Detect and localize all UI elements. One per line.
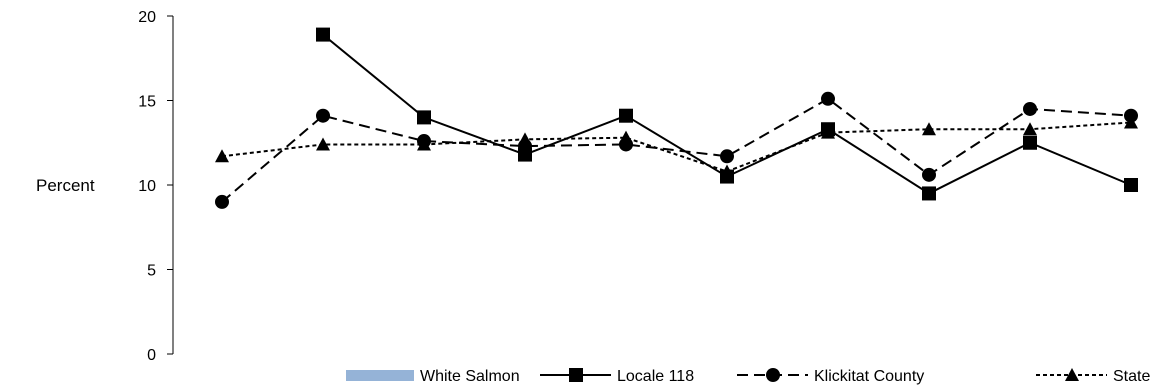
locale-118-point <box>922 186 936 201</box>
state-point <box>922 122 936 136</box>
legend-label: State <box>1113 368 1150 385</box>
klickitat-county-line <box>221 97 1132 203</box>
klickitat-county-point <box>619 137 633 152</box>
y-tick-label: 20 <box>138 9 156 26</box>
legend-marker <box>1065 368 1079 381</box>
klickitat-county-point <box>720 149 734 164</box>
series-layer <box>215 27 1138 209</box>
series-locale-118 <box>316 27 1138 201</box>
legend-marker <box>569 368 583 382</box>
klickitat-county-point <box>821 91 835 106</box>
legend-marker <box>766 368 780 382</box>
state-point <box>1023 122 1037 136</box>
klickitat-county-point <box>215 194 229 209</box>
klickitat-county-point <box>1023 101 1037 116</box>
y-axis-title: Percent <box>36 176 95 195</box>
locale-118-point <box>1023 135 1037 150</box>
legend: White Salmon Locale 118 Klickitat County St… <box>346 368 1150 385</box>
legend-item-state: State <box>1036 368 1150 385</box>
locale-118-point <box>821 122 835 137</box>
klickitat-county-point <box>316 108 330 123</box>
state-point <box>215 149 229 163</box>
legend-item-klickitat-county: Klickitat County <box>737 368 924 385</box>
legend-label: Locale 118 <box>617 368 694 385</box>
legend-label: White Salmon <box>420 368 520 385</box>
klickitat-county-point <box>922 167 936 182</box>
locale-118-point <box>1124 178 1138 192</box>
locale-118-point <box>417 110 431 125</box>
y-axis-ticks: 0 5 10 15 20 <box>138 9 173 364</box>
y-tick-label: 15 <box>138 94 156 111</box>
klickitat-county-point <box>417 134 431 149</box>
legend-label: Klickitat County <box>814 368 924 385</box>
series-klickitat-county <box>215 91 1138 209</box>
legend-swatch <box>346 370 414 381</box>
locale-118-point <box>720 169 734 184</box>
y-tick-label: 5 <box>147 263 156 280</box>
legend-item-white-salmon: White Salmon <box>346 368 520 385</box>
legend-item-locale-118: Locale 118 <box>540 368 694 385</box>
locale-118-point <box>619 108 633 123</box>
y-tick-label: 0 <box>147 347 156 364</box>
locale-118-point <box>316 27 330 42</box>
state-line <box>221 121 1132 173</box>
klickitat-county-point <box>1124 108 1138 123</box>
locale-118-point <box>518 147 532 162</box>
y-tick-label: 10 <box>138 178 156 195</box>
state-point <box>316 137 330 151</box>
